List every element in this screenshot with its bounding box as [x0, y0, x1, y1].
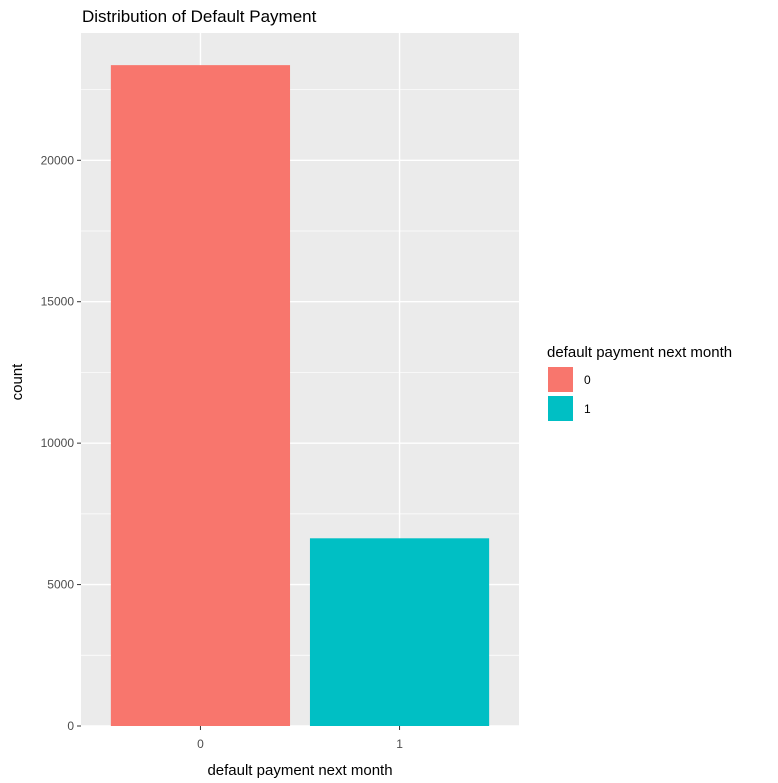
y-axis-title: count — [9, 363, 26, 401]
bar-1 — [309, 538, 490, 726]
legend-label: 1 — [584, 402, 591, 416]
legend-swatch-1 — [548, 396, 573, 421]
y-tick-label: 10000 — [41, 436, 75, 450]
bar-0 — [110, 65, 291, 726]
y-tick-label: 20000 — [41, 153, 75, 167]
y-axis-ticks: 0 5000 10000 15000 20000 — [41, 153, 81, 733]
x-tick-label: 0 — [197, 737, 204, 751]
chart-title: Distribution of Default Payment — [82, 7, 317, 26]
y-tick-label: 15000 — [41, 295, 75, 309]
y-tick-label: 0 — [67, 719, 74, 733]
legend: default payment next month 0 1 — [547, 344, 732, 421]
legend-swatch-0 — [548, 367, 573, 392]
x-axis-title: default payment next month — [207, 762, 392, 779]
x-tick-label: 1 — [396, 737, 403, 751]
legend-label: 0 — [584, 373, 591, 387]
bars — [110, 65, 490, 726]
legend-title: default payment next month — [547, 344, 732, 361]
y-tick-label: 5000 — [47, 578, 74, 592]
